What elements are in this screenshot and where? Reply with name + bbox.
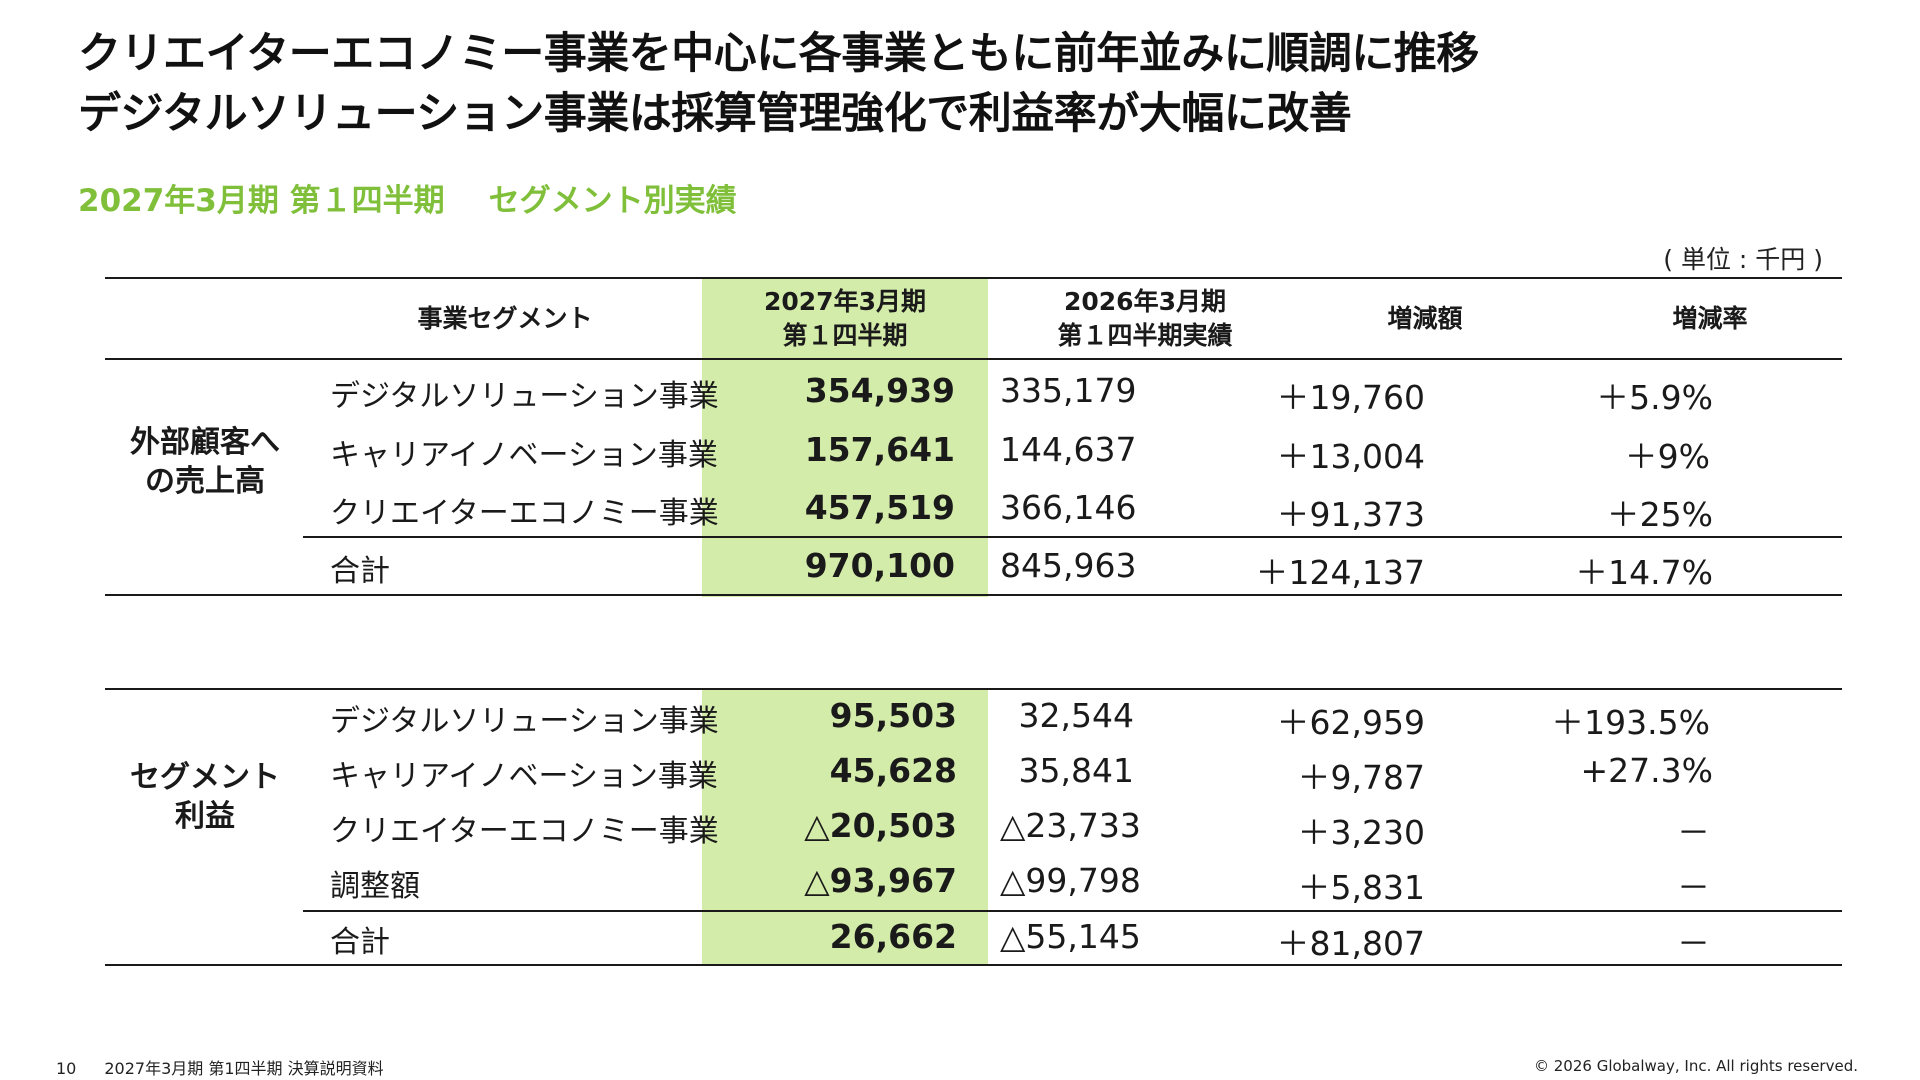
current-period-highlight	[702, 277, 988, 597]
profit-group-line2: 利益	[175, 799, 235, 834]
sales-group-label: 外部顧客へ の売上高	[105, 423, 305, 501]
change-value: ＋91,373	[1276, 495, 1425, 534]
subtotal-rule	[303, 910, 1842, 912]
current-period-highlight	[702, 688, 988, 966]
headline-line-2: デジタルソリューション事業は採算管理強化で利益率が大幅に改善	[78, 89, 1352, 139]
current-value: △20,503	[804, 806, 957, 845]
current-value: 970,100	[804, 546, 955, 585]
change-value: ＋9,787	[1297, 758, 1425, 797]
current-value: 45,628	[829, 751, 957, 790]
prior-value: △23,733	[1000, 806, 1141, 845]
segment-name: クリエイターエコノミー事業	[330, 814, 719, 849]
table-bottom-rule	[105, 964, 1842, 966]
profit-group-line1: セグメント	[130, 760, 280, 795]
change-value: ＋62,959	[1276, 703, 1425, 742]
prior-value: 144,637	[1000, 430, 1137, 469]
change-value: ＋13,004	[1276, 437, 1425, 476]
header-segment: 事業セグメント	[417, 304, 593, 333]
header-prior-line2: 第１四半期実績	[1057, 321, 1233, 350]
header-current-line1: 2027年3月期	[764, 287, 926, 316]
header-prior-period: 2026年3月期 第１四半期実績	[1000, 285, 1290, 353]
change-rate-value: －	[1677, 868, 1710, 907]
change-rate-value: －	[1677, 813, 1710, 852]
change-rate-value: ＋14.7%	[1575, 553, 1713, 592]
header-current-period: 2027年3月期 第１四半期	[702, 285, 988, 353]
current-value: 457,519	[804, 488, 955, 527]
current-value: △93,967	[804, 861, 957, 900]
sales-table: 事業セグメント 2027年3月期 第１四半期 2026年3月期 第１四半期実績 …	[105, 277, 1842, 597]
profit-group-label: セグメント 利益	[105, 758, 305, 836]
change-rate-value: ＋25%	[1606, 495, 1713, 534]
change-value: ＋5,831	[1297, 868, 1425, 907]
subtitle-section: セグメント別実績	[488, 183, 737, 219]
segment-name: キャリアイノベーション事業	[330, 438, 718, 473]
segment-name: キャリアイノベーション事業	[330, 759, 718, 794]
sales-group-line1: 外部顧客へ	[130, 425, 280, 460]
segment-name: クリエイターエコノミー事業	[330, 496, 719, 531]
segment-name: 合計	[330, 925, 390, 960]
subtitle-period: 2027年3月期 第１四半期	[78, 183, 445, 219]
table-top-rule	[105, 688, 1842, 690]
page-headline: クリエイターエコノミー事業を中心に各事業ともに前年並みに順調に推移 デジタルソリ…	[78, 24, 1479, 144]
prior-value: 32,544	[1018, 696, 1134, 735]
page-number: 10	[56, 1059, 77, 1078]
unit-note: ( 単位 : 千円 )	[1663, 245, 1823, 274]
header-prior-line1: 2026年3月期	[1064, 287, 1226, 316]
current-value: 95,503	[829, 696, 957, 735]
table-top-rule	[105, 277, 1842, 279]
current-value: 157,641	[804, 430, 955, 469]
change-rate-value: ＋193.5%	[1551, 703, 1710, 742]
prior-value: △99,798	[1000, 861, 1141, 900]
footer-doc-title: 2027年3月期 第1四半期 決算説明資料	[104, 1059, 384, 1078]
footer-copyright: © 2026 Globalway, Inc. All rights reserv…	[1533, 1057, 1858, 1075]
prior-value: 335,179	[1000, 371, 1137, 410]
change-value: ＋3,230	[1297, 813, 1425, 852]
segment-name: デジタルソリューション事業	[330, 704, 719, 739]
subtotal-rule	[303, 536, 1842, 538]
headline-line-1: クリエイターエコノミー事業を中心に各事業ともに前年並みに順調に推移	[78, 29, 1479, 79]
header-rule	[105, 358, 1842, 360]
profit-table: セグメント 利益 デジタルソリューション事業 95,503 32,544 ＋62…	[105, 688, 1842, 969]
current-value: 354,939	[804, 371, 955, 410]
prior-value: 845,963	[1000, 546, 1137, 585]
segment-name: 調整額	[330, 869, 420, 904]
change-rate-value: ＋5.9%	[1596, 378, 1713, 417]
header-change: 増減額	[1387, 304, 1463, 333]
change-rate-value: +27.3%	[1580, 751, 1713, 790]
change-value: ＋19,760	[1276, 378, 1425, 417]
prior-value: 366,146	[1000, 488, 1137, 527]
change-rate-value: －	[1677, 924, 1710, 963]
prior-value: 35,841	[1018, 751, 1134, 790]
section-subtitle: 2027年3月期 第１四半期 セグメント別実績	[78, 175, 737, 220]
segment-name: 合計	[330, 554, 390, 589]
header-change-rate: 増減率	[1672, 304, 1748, 333]
current-value: 26,662	[829, 917, 957, 956]
segment-name: デジタルソリューション事業	[330, 379, 719, 414]
footer-left: 10 2027年3月期 第1四半期 決算説明資料	[56, 1055, 384, 1079]
table-bottom-rule	[105, 594, 1842, 596]
change-rate-value: ＋9%	[1624, 437, 1710, 476]
header-current-line2: 第１四半期	[782, 321, 908, 350]
change-value: ＋124,137	[1255, 553, 1425, 592]
sales-group-line2: の売上高	[145, 464, 265, 499]
change-value: ＋81,807	[1276, 924, 1425, 963]
prior-value: △55,145	[1000, 917, 1141, 956]
